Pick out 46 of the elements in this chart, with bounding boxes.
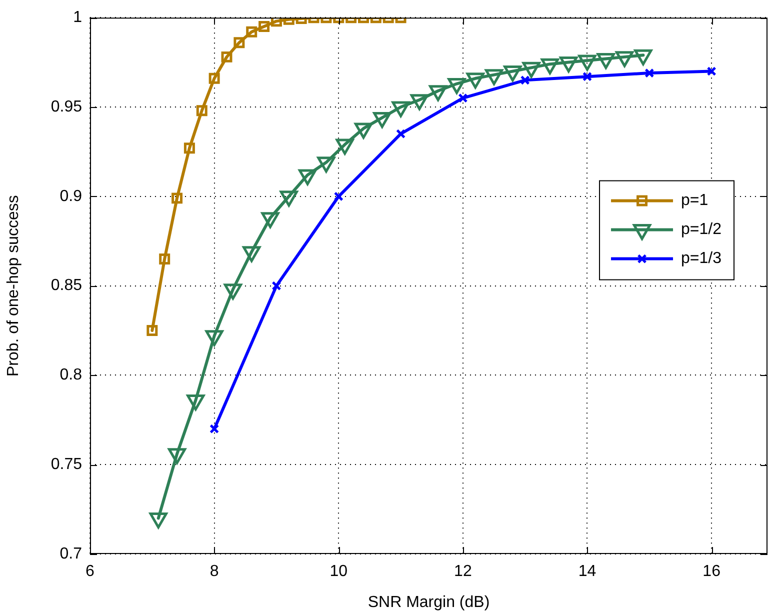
x-tick-label: 16 — [702, 563, 721, 580]
legend-label: p=1 — [681, 192, 708, 210]
point — [392, 101, 410, 118]
y-tick-label: 0.85 — [50, 277, 82, 294]
point — [410, 94, 428, 110]
x-tick-label: 12 — [454, 563, 472, 580]
point — [242, 246, 261, 262]
y-tick-label: 1 — [73, 9, 82, 26]
x-tick-label: 10 — [330, 563, 348, 580]
point — [504, 65, 522, 82]
point — [578, 54, 596, 71]
point — [634, 49, 652, 66]
point — [466, 72, 484, 89]
point — [270, 18, 282, 27]
legend-label: p=1/3 — [681, 250, 722, 268]
point — [336, 138, 354, 155]
y-tick-label: 0.9 — [60, 188, 82, 205]
point — [149, 512, 168, 528]
point — [205, 330, 224, 346]
point — [448, 78, 466, 94]
y-tick-label: 0.7 — [60, 545, 82, 562]
x-tick-label: 14 — [578, 563, 596, 580]
y-tick-label: 0.8 — [60, 366, 82, 384]
x-tick-label: 6 — [86, 563, 95, 580]
point — [373, 112, 392, 128]
point — [522, 62, 540, 78]
point — [261, 212, 280, 228]
point — [540, 58, 559, 74]
y-tick-label: 0.75 — [50, 456, 82, 474]
point — [317, 156, 336, 173]
x-tick-label: 8 — [210, 563, 219, 580]
x-axis-title: SNR Margin (dB) — [368, 594, 490, 611]
point — [596, 52, 615, 69]
point — [224, 284, 242, 300]
legend-label: p=1/2 — [681, 221, 722, 238]
point — [484, 69, 504, 86]
point — [280, 190, 298, 207]
point — [560, 56, 578, 73]
point — [186, 394, 205, 410]
point — [354, 122, 373, 139]
y-tick-label: 0.95 — [50, 98, 82, 116]
point — [298, 169, 317, 186]
point — [429, 85, 448, 102]
point — [615, 51, 634, 68]
point — [168, 448, 186, 464]
y-axis-title: Prob. of one-hop success — [5, 195, 22, 377]
